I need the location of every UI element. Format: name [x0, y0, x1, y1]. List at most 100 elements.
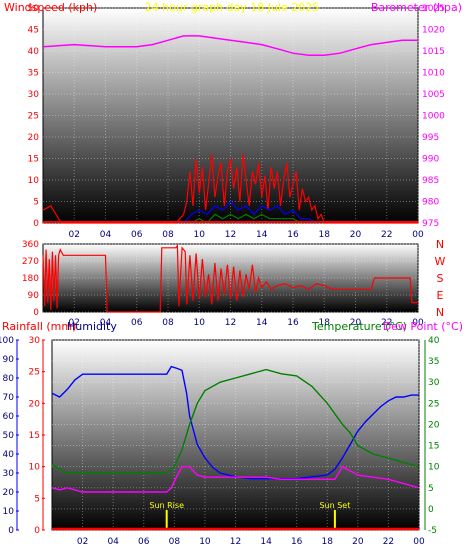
- x-tick-label-02: 02: [69, 230, 80, 240]
- x-tick-label-22: 22: [383, 537, 394, 547]
- barometer-tick-980: 980: [422, 198, 439, 208]
- direction-tick-180: 180: [22, 274, 39, 284]
- label-sun-set: Sun Set: [319, 501, 350, 510]
- windspeed-tick-25: 25: [28, 112, 39, 122]
- rainfall-axis-title: Rainfall (mm): [2, 320, 76, 333]
- windspeed-tick-45: 45: [28, 26, 39, 36]
- humidity-tick-10: 10: [3, 507, 15, 517]
- x-tick-label-10: 10: [199, 537, 211, 547]
- temperature-tick-20: 20: [428, 420, 440, 430]
- x-tick-label-18: 18: [322, 537, 334, 547]
- label-sun-rise: Sun Rise: [149, 501, 184, 510]
- series-barometer: [42, 35, 418, 57]
- barometer-tick-1005: 1005: [422, 90, 445, 100]
- barometer-tick-1015: 1015: [422, 47, 445, 57]
- humidity-tick-30: 30: [3, 469, 15, 479]
- series-dew-point: [51, 465, 420, 493]
- windspeed-tick-5: 5: [33, 198, 39, 208]
- panel-temp-humidity-axes: [16, 339, 426, 531]
- humidity-tick-60: 60: [3, 412, 15, 422]
- temperature-tick-10: 10: [428, 463, 440, 473]
- series-wind-direction: [42, 244, 418, 313]
- rainfall-tick-5: 5: [34, 494, 40, 504]
- x-tick-label-00: 00: [412, 230, 424, 240]
- x-tick-label-12: 12: [230, 537, 241, 547]
- rainfall-tick-15: 15: [29, 431, 40, 441]
- direction-tick-0: 0: [33, 308, 39, 318]
- temperature-tick-0: 0: [428, 505, 434, 515]
- barometer-tick-985: 985: [422, 176, 439, 186]
- x-tick-label-22: 22: [381, 318, 392, 328]
- rainfall-tick-30: 30: [29, 336, 41, 346]
- x-tick-label-22: 22: [381, 230, 392, 240]
- x-tick-label-18: 18: [319, 318, 331, 328]
- x-tick-label-00: 00: [412, 318, 424, 328]
- direction-tick-90: 90: [28, 291, 40, 301]
- x-tick-label-16: 16: [287, 230, 299, 240]
- humidity-tick-50: 50: [3, 431, 15, 441]
- x-tick-label-02: 02: [69, 318, 80, 328]
- humidity-tick-90: 90: [3, 355, 15, 365]
- x-tick-label-04: 04: [107, 537, 119, 547]
- x-tick-label-20: 20: [352, 537, 364, 547]
- direction-tick-270: 270: [22, 257, 39, 267]
- x-tick-label-16: 16: [287, 318, 299, 328]
- x-tick-label-04: 04: [100, 318, 112, 328]
- barometer-tick-1025: 1025: [422, 4, 445, 14]
- series-humidity: [51, 365, 419, 480]
- rainfall-tick-25: 25: [29, 368, 40, 378]
- series-gust: [42, 154, 418, 224]
- panel-temp-humidity-x-tick-labels: 02 04 06 08 10 12 14 16 18 20 22 00: [77, 537, 425, 547]
- windspeed-tick-30: 30: [28, 90, 40, 100]
- x-tick-label-06: 06: [138, 537, 150, 547]
- windspeed-tick-50: 50: [28, 4, 40, 14]
- windspeed-axis-title: Windspeed (kph): [4, 1, 97, 14]
- rainfall-tick-20: 20: [29, 399, 41, 409]
- panel-wind-baro-x-tick-labels: 02 04 06 08 10 12 14 16 18 20 22 00: [69, 230, 424, 240]
- temperature-tick-40: 40: [428, 336, 440, 346]
- panel-direction-x-tick-labels: 02 04 06 08 10 12 14 16 18 20 22 00: [69, 318, 424, 328]
- humidity-tick-labels: 0 10 20 30 40 50 60 70 80 90 100: [0, 336, 14, 536]
- barometer-tick-1010: 1010: [422, 69, 445, 79]
- humidity-tick-20: 20: [3, 488, 15, 498]
- chart-title: 24 hour graph day 18 Jule 2025: [145, 1, 320, 14]
- compass-label-4: N: [436, 306, 444, 319]
- barometer-tick-990: 990: [422, 155, 439, 165]
- compass-label-2: S: [437, 272, 444, 285]
- panel-direction-marks: [42, 244, 418, 313]
- humidity-tick-100: 100: [0, 336, 14, 346]
- humidity-tick-80: 80: [3, 374, 15, 384]
- panel-temp-humidity-frame: [51, 339, 420, 531]
- x-tick-label-16: 16: [291, 537, 303, 547]
- barometer-tick-labels: 975 980 985 990 995 1000 1005 1010 1015 1020 1025: [422, 4, 445, 229]
- panel-temp-humidity-marks: Sun Rise Sun Set: [51, 365, 420, 531]
- barometer-tick-1020: 1020: [422, 26, 445, 36]
- x-tick-label-14: 14: [256, 230, 268, 240]
- x-tick-label-12: 12: [225, 230, 236, 240]
- direction-degree-tick-labels: 0 90 180 270 360: [22, 240, 39, 318]
- temperature-tick-35: 35: [428, 357, 439, 367]
- barometer-tick-995: 995: [422, 133, 439, 143]
- panel-wind-baro-frame: [42, 7, 419, 224]
- temperature-axis-title: Temperature (°C): [311, 320, 407, 333]
- x-tick-label-14: 14: [260, 537, 272, 547]
- temperature-tick-30: 30: [428, 378, 440, 388]
- x-tick-label-06: 06: [131, 230, 143, 240]
- humidity-axis-title: Humidity: [67, 320, 117, 333]
- x-tick-label-04: 04: [100, 230, 112, 240]
- x-tick-label-10: 10: [194, 318, 206, 328]
- x-tick-label-20: 20: [350, 230, 362, 240]
- humidity-tick-70: 70: [3, 393, 15, 403]
- x-tick-label-08: 08: [169, 537, 181, 547]
- x-tick-label-20: 20: [350, 318, 362, 328]
- temperature-tick-labels: -5 0 5 10 15 20 25 30 35 40: [428, 336, 440, 536]
- temperature-tick-5: 5: [428, 484, 434, 494]
- x-tick-label-10: 10: [194, 230, 206, 240]
- panel-wind-baro-marks: [42, 35, 418, 224]
- windspeed-tick-15: 15: [28, 155, 39, 165]
- x-tick-label-08: 08: [162, 230, 174, 240]
- humidity-tick-40: 40: [3, 450, 15, 460]
- x-tick-label-18: 18: [319, 230, 331, 240]
- barometer-axis-title: Barometer (hpa): [371, 1, 462, 14]
- temperature-tick-15: 15: [428, 442, 439, 452]
